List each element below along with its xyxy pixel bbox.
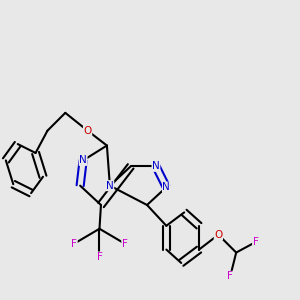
Text: N: N — [163, 182, 170, 192]
Text: N: N — [79, 155, 87, 165]
Text: F: F — [253, 237, 259, 247]
Text: N: N — [106, 181, 114, 191]
Text: F: F — [71, 238, 77, 249]
Text: O: O — [83, 126, 92, 136]
Text: N: N — [152, 161, 160, 171]
Text: F: F — [122, 238, 128, 249]
Text: F: F — [227, 271, 233, 281]
Text: F: F — [97, 252, 102, 262]
Text: O: O — [214, 230, 223, 240]
